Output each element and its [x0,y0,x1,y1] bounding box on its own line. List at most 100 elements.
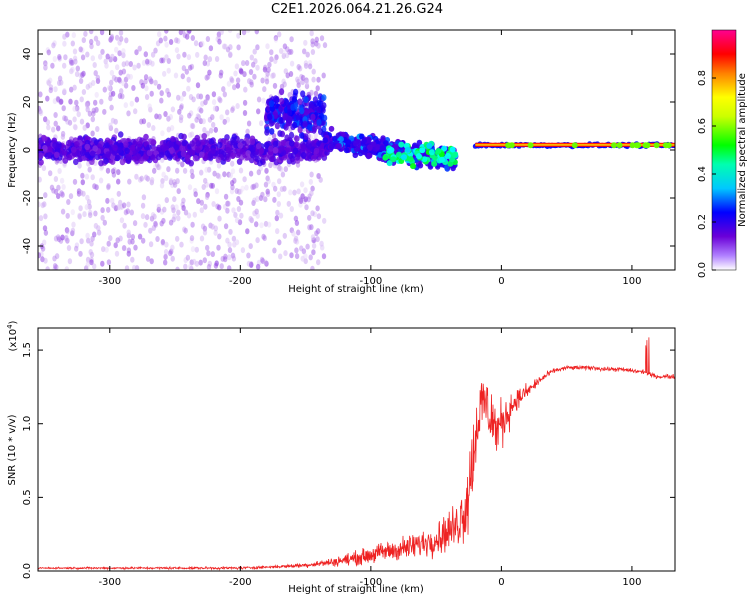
spectrogram-scatter-blob [168,39,174,45]
spectrogram-band-blob [185,154,191,161]
spectrogram-scatter-blob [67,119,73,126]
spectrogram-scatter-blob [316,76,321,83]
spectrogram-scatter-blob [65,228,70,235]
spectrogram-y-tick-label: 20 [22,96,33,109]
spectrogram-band-blob [199,139,206,146]
spectrogram-scatter-blob [114,76,119,83]
spectrogram-scatter-blob [218,97,223,104]
spectrogram-scatter-blob [299,181,305,188]
spectrogram-bright-blob [435,148,442,154]
spectrogram-scatter-blob [92,231,97,238]
spectrogram-scatter-blob [94,184,99,191]
spectrogram-scatter-blob [266,66,271,73]
spectrogram-scatter-blob [52,40,57,47]
spectrogram-band-blob [150,154,156,161]
spectrogram-scatter-blob [115,237,120,244]
spectrogram-scatter-blob [181,65,187,72]
spectrogram-scatter-blob [260,191,265,198]
spectrogram-band-blob [74,141,80,148]
spectrogram-scatter-blob [87,166,92,173]
spectrogram-scatter-blob [250,184,255,191]
colorbar-label: Normalized spectral amplitude [737,73,748,227]
spectrogram-scatter-blob [164,54,169,61]
spectrogram-scatter-blob [310,38,315,45]
spectrogram-band-blob [150,139,157,146]
spectrogram-scatter-blob [98,177,104,184]
spectrogram-scatter-blob [38,252,42,259]
spectrogram-band-blob [136,141,143,148]
spectrogram-scatter-blob [272,82,278,89]
spectrogram-scatter-blob [202,257,207,264]
spectrogram-scatter-blob [194,116,199,123]
spectrogram-scatter-blob [52,263,58,269]
spectrogram-scatter-blob [46,79,51,86]
spectrogram-scatter-blob [64,234,69,241]
spectrogram-scatter-blob [207,116,213,123]
spectrogram-scatter-blob [280,171,286,178]
spectrogram-scatter-blob [141,194,147,201]
spectrogram-descending-blob [393,144,400,151]
spectrogram-scatter-blob [126,201,131,208]
spectrogram-scatter-blob [238,199,244,206]
spectrogram-band-blob [208,138,215,145]
spectrogram-scatter-blob [291,230,296,237]
spectrogram-band-blob [73,158,79,166]
spectrogram-scatter-blob [238,67,243,74]
spectrogram-scatter-blob [234,217,240,224]
spectrogram-scatter-blob [310,185,315,192]
spectrogram-scatter-blob [95,74,101,81]
spectrogram-scatter-blob [42,225,48,232]
spectrogram-scatter-blob [248,215,253,222]
snr-y-axis-label: SNR (10 * v/v) [7,414,18,485]
snr-x-axis-label: Height of straight line (km) [288,584,424,595]
spectrogram-scatter-blob [303,60,309,67]
spectrogram-scatter-blob [185,33,190,40]
spectrogram-band-blob [75,149,82,157]
spectrogram-scatter-blob [222,43,227,50]
spectrogram-scatter-blob [225,237,230,244]
spectrogram-scatter-blob [275,228,280,235]
spectrogram-scatter-blob [195,82,201,89]
spectrogram-scatter-blob [119,203,125,210]
spectrogram-scatter-blob [88,82,93,89]
spectrogram-scatter-blob [181,205,186,211]
spectrogram-carrier-peak [505,142,512,149]
spectrogram-scatter-blob [157,164,162,171]
spectrogram-scatter-blob [99,165,104,172]
spectrogram-scatter-blob [186,212,192,219]
spectrogram-scatter-blob [273,58,278,64]
spectrogram-scatter-blob [255,44,260,51]
spectrogram-scatter-blob [188,110,194,117]
spectrogram-scatter-blob [236,32,241,39]
spectrogram-scatter-blob [86,199,92,206]
spectrogram-scatter-blob [283,250,288,257]
spectrogram-band-blob [47,146,53,153]
spectrogram-scatter-blob [100,214,105,221]
colorbar-ticks: 0.0 0.2 0.4 0.6 0.8 [697,70,716,278]
spectrogram-scatter-blob [59,177,65,184]
spectrogram-scatter-blob [238,167,244,174]
spectrogram-scatter-blob [172,179,177,185]
spectrogram-scatter-blob [289,36,294,43]
spectrogram-scatter-blob [43,192,48,199]
spectrogram-scatter-blob [189,122,195,129]
spectrogram-scatter-blob [256,96,262,103]
snr-y-tick-label: 0.5 [22,489,33,505]
spectrogram-scatter-blob [285,46,290,53]
spectrogram-scatter-blob [151,225,156,231]
spectrogram-scatter-blob [255,196,260,202]
spectrogram-scatter-blob [123,82,129,89]
spectrogram-scatter-blob [46,49,51,56]
spectrogram-band-blob [204,145,210,153]
spectrogram-scatter-blob [273,185,278,192]
spectrogram-scatter-blob [170,106,176,113]
spectrogram-scatter-blob [106,259,112,266]
spectrogram-bright-blob [410,163,416,170]
spectrogram-branch-blob [316,99,322,107]
spectrogram-scatter-blob [45,119,51,126]
spectrogram-branch-blob [291,96,297,103]
spectrogram-scatter-blob [126,73,131,80]
spectrogram-carrier-peak [527,142,534,149]
spectrogram-branch-blob [315,106,321,114]
spectrogram-band-blob [96,143,103,150]
